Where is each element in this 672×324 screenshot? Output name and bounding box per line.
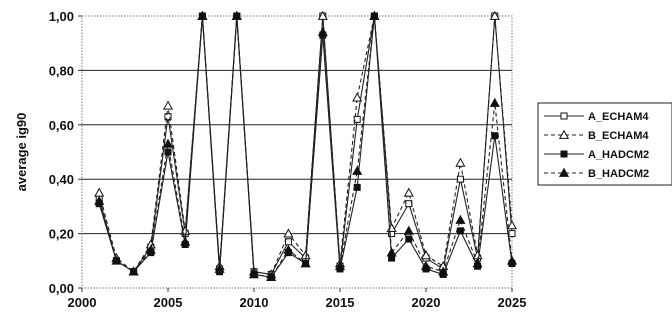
point-B_HADCM2-2022: [455, 214, 466, 224]
x-tick-label-2: 2010: [240, 295, 269, 310]
legend-item-B_ECHAM4: B_ECHAM4: [544, 129, 649, 142]
legend: A_ECHAM4 B_ECHAM4 A_HADCM2 B_HADCM2: [537, 102, 672, 186]
point-B_HADCM2-2006: [180, 236, 191, 246]
legend-label-A_ECHAM4: A_ECHAM4: [588, 111, 649, 123]
point-B_ECHAM4-2001: [94, 187, 105, 197]
point-A_ECHAM4-2005: [164, 113, 172, 121]
series-layer: [94, 10, 518, 281]
point-B_ECHAM4-2014: [317, 10, 328, 20]
point-A_ECHAM4-2022: [456, 175, 464, 183]
point-B_HADCM2-2005: [162, 138, 174, 148]
x-tick-label-1: 2005: [154, 295, 183, 310]
point-A_HADCM2-2005: [164, 148, 172, 156]
point-B_HADCM2-2018: [386, 247, 397, 257]
point-B_HADCM2-2004: [145, 244, 156, 254]
x-tick-label-4: 2020: [412, 295, 441, 310]
point-B_HADCM2-2011: [266, 271, 277, 281]
point-B_HADCM2-2007: [197, 10, 208, 20]
point-A_ECHAM4-2025: [508, 230, 516, 238]
point-B_HADCM2-2013: [300, 258, 311, 268]
point-B_ECHAM4-2019: [403, 187, 414, 197]
legend-item-A_ECHAM4: A_ECHAM4: [544, 111, 649, 123]
series-B_ECHAM4: [94, 10, 518, 279]
series-line-A_ECHAM4: [98, 15, 513, 276]
legend-label-B_ECHAM4: B_ECHAM4: [588, 130, 649, 142]
point-B_HADCM2-2017: [369, 10, 380, 20]
series-B_HADCM2: [94, 10, 518, 281]
legend-marker-B_HADCM2: [558, 167, 570, 177]
point-B_HADCM2-2002: [111, 255, 122, 265]
legend-item-A_HADCM2: A_HADCM2: [544, 149, 649, 161]
point-B_ECHAM4-2020: [420, 250, 432, 260]
x-tick-label-5: 2025: [498, 295, 527, 310]
point-B_ECHAM4-2005: [162, 100, 174, 110]
point-B_HADCM2-2003: [128, 266, 139, 276]
point-A_HADCM2-2022: [456, 227, 464, 235]
y-axis-label: average ig90: [14, 113, 29, 192]
grid-lines: [82, 69, 512, 235]
y-tick-label-2: 0,40: [49, 172, 74, 187]
point-A_HADCM2-2019: [405, 235, 413, 243]
point-B_HADCM2-2008: [214, 263, 225, 273]
legend-label-A_HADCM2: A_HADCM2: [588, 149, 649, 161]
x-tick-label-3: 2015: [326, 295, 355, 310]
point-B_HADCM2-2016: [352, 165, 363, 175]
legend-box: [537, 102, 672, 186]
y-tick-label-4: 0,80: [49, 63, 74, 78]
point-B_ECHAM4-2012: [283, 228, 294, 238]
point-B_HADCM2-2024: [489, 97, 500, 107]
point-B_HADCM2-2009: [231, 10, 242, 20]
x-tick-label-0: 2000: [68, 295, 97, 310]
point-B_HADCM2-2021: [438, 266, 449, 276]
point-B_ECHAM4-2024: [489, 10, 500, 20]
point-A_HADCM2-2016: [353, 183, 361, 191]
legend-marker-A_HADCM2: [560, 150, 568, 158]
y-tick-label-3: 0,60: [49, 118, 74, 133]
series-line-A_HADCM2: [98, 15, 513, 278]
point-A_ECHAM4-2016: [353, 115, 361, 123]
point-B_ECHAM4-2016: [352, 92, 363, 102]
legend-item-B_HADCM2: B_HADCM2: [544, 167, 649, 180]
y-tick-label-5: 1,00: [49, 9, 74, 24]
series-line-B_HADCM2: [98, 15, 513, 278]
point-B_HADCM2-2015: [334, 261, 346, 271]
point-A_HADCM2-2024: [491, 132, 499, 140]
legend-marker-A_ECHAM4: [560, 112, 568, 120]
point-B_HADCM2-2025: [506, 255, 518, 265]
axis-ticks: 0,00 0,20 0,40 0,60 0,80 1,00 2000 2005 2010 2015…: [49, 9, 527, 310]
y-tick-label-1: 0,20: [49, 227, 74, 242]
point-B_HADCM2-2001: [94, 195, 105, 205]
series-A_HADCM2: [95, 12, 516, 281]
point-B_HADCM2-2023: [472, 258, 483, 268]
point-B_HADCM2-2020: [420, 261, 432, 271]
point-B_HADCM2-2012: [283, 244, 294, 254]
legend-marker-B_ECHAM4: [558, 129, 570, 139]
series-A_ECHAM4: [95, 12, 516, 278]
y-tick-label-0: 0,00: [49, 281, 74, 296]
point-B_HADCM2-2019: [403, 225, 414, 235]
point-B_ECHAM4-2025: [506, 220, 518, 230]
point-B_ECHAM4-2022: [455, 157, 466, 167]
point-B_HADCM2-2010: [248, 269, 260, 279]
point-B_HADCM2-2014: [317, 27, 328, 37]
legend-label-B_HADCM2: B_HADCM2: [588, 168, 649, 180]
